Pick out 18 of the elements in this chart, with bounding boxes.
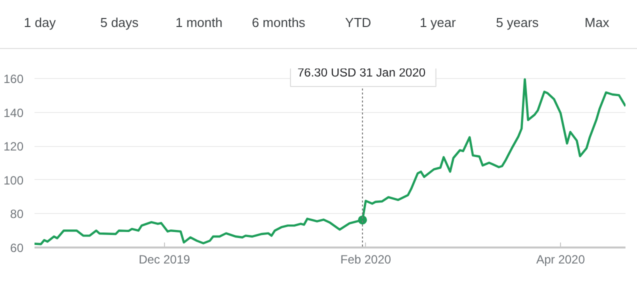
x-tick-label: Feb 2020: [340, 252, 392, 266]
line-series: [34, 78, 626, 246]
y-tick-label: 120: [3, 140, 24, 154]
x-tick-label: Dec 2019: [138, 252, 190, 266]
y-tick-label: 80: [10, 207, 24, 222]
y-tick-label: 140: [3, 106, 24, 120]
text: 1 day: [22, 14, 57, 32]
text: 6 months: [250, 14, 306, 32]
text: YTD: [344, 14, 372, 32]
x-tick-label: Apr 2020: [536, 252, 586, 266]
y-tick-label: 100: [3, 173, 24, 188]
text: Max: [584, 14, 610, 32]
text: 1 year: [418, 14, 457, 32]
text: 1 month: [174, 14, 224, 32]
y-tick-label: 160: [3, 72, 24, 86]
text: 5 days: [99, 14, 140, 32]
text: 5 years: [495, 14, 540, 32]
y-tick-label: 60: [10, 241, 24, 255]
